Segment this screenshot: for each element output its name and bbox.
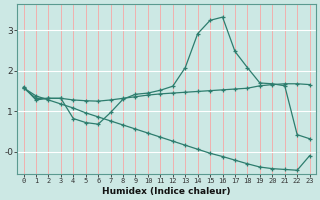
X-axis label: Humidex (Indice chaleur): Humidex (Indice chaleur) (102, 187, 231, 196)
